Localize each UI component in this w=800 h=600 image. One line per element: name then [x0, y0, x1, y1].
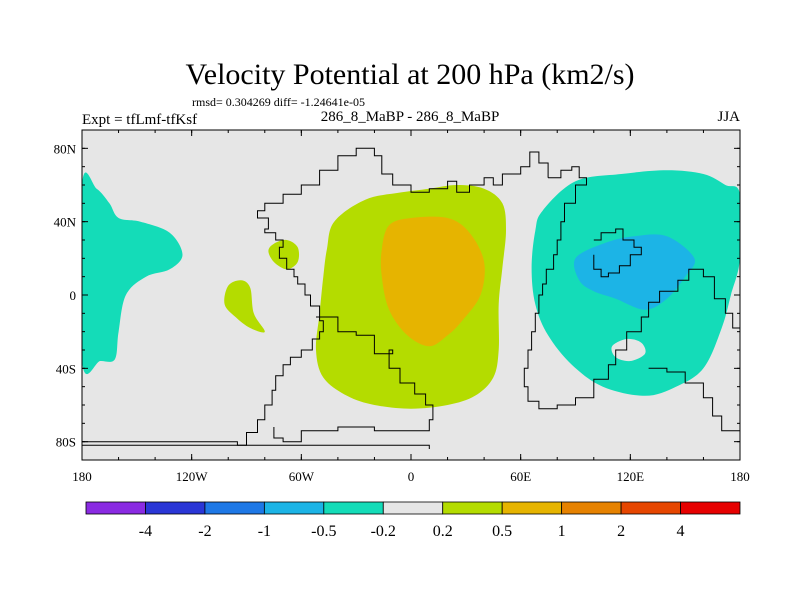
colorbar-swatch — [620, 501, 681, 515]
negative-region-hole — [611, 338, 646, 362]
colorbar-swatch — [501, 501, 563, 515]
colorbar-swatch — [382, 501, 444, 515]
coastline-east — [523, 166, 740, 410]
y-tick-label: 80S — [56, 435, 76, 450]
colorbar: -4 -2 -1 -0.5 -0.2 0.2 0.5 1 2 4 — [85, 501, 741, 540]
subtitle-left: Expt = tfLmf-tfKsf — [82, 112, 197, 128]
coastline-asia-inland — [593, 228, 642, 278]
coastline-west — [82, 147, 549, 446]
coastline-africa — [273, 316, 434, 443]
subtitle-center: 286_8_MaBP - 286_8_MaBP — [321, 109, 500, 125]
plot-area: 180 120W 60W 0 60E 120E 180 80N 40N 0 40S 80S — [54, 129, 750, 484]
y-tick-label: 40N — [54, 215, 77, 230]
colorbar-swatch — [263, 501, 325, 515]
colorbar-label: -0.5 — [311, 523, 336, 540]
x-tick-label: 120E — [617, 469, 645, 484]
colorbar-swatch — [145, 501, 206, 515]
colorbar-swatch — [442, 501, 503, 515]
coastlines — [82, 147, 740, 449]
colorbar-label: 0.2 — [433, 523, 453, 540]
positive-region-west-atlantic — [268, 239, 300, 270]
colorbar-label: 4 — [677, 523, 685, 540]
colorbar-label: 0.5 — [492, 523, 512, 540]
x-tick-label: 180 — [730, 469, 750, 484]
colorbar-swatch — [323, 501, 384, 515]
axis-ticks: 180 120W 60W 0 60E 120E 180 80N 40N 0 40S 80S — [54, 130, 750, 484]
y-tick-label: 0 — [70, 288, 77, 303]
coastline-australia — [648, 367, 740, 442]
colorbar-label: -4 — [139, 523, 152, 540]
y-tick-label: 80N — [54, 141, 77, 156]
stats-line: rmsd= 0.304269 diff= -1.24641e-05 — [192, 95, 365, 109]
positive-region-south-america — [224, 280, 265, 333]
colorbar-label: 2 — [617, 523, 625, 540]
colorbar-label: -1 — [258, 523, 271, 540]
positive-core-region — [380, 216, 485, 347]
coastline-antarctic — [82, 444, 430, 449]
x-tick-label: 60E — [510, 469, 531, 484]
colorbar-label: -2 — [198, 523, 211, 540]
y-tick-label: 40S — [56, 361, 76, 376]
chart-title: Velocity Potential at 200 hPa (km2/s) — [185, 58, 634, 91]
negative-region-pacific-west — [82, 172, 183, 375]
colorbar-swatch — [204, 501, 265, 515]
x-tick-label: 0 — [408, 469, 415, 484]
colorbar-swatch — [85, 501, 146, 515]
colorbar-label: 1 — [558, 523, 566, 540]
x-tick-label: 60W — [289, 469, 315, 484]
colorbar-swatch — [680, 501, 741, 515]
x-tick-label: 120W — [176, 469, 209, 484]
contour-regions — [82, 170, 740, 409]
subtitle-right: JJA — [717, 109, 740, 125]
x-tick-label: 180 — [72, 469, 92, 484]
colorbar-swatch — [561, 501, 622, 515]
colorbar-label: -0.2 — [371, 523, 396, 540]
